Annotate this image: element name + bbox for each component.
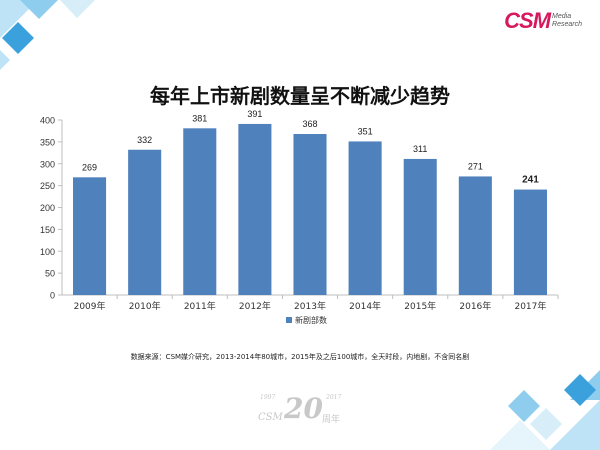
data-label: 269 xyxy=(82,162,97,172)
x-tick-label: 2010年 xyxy=(129,300,161,312)
data-label: 351 xyxy=(358,126,373,136)
top-left-decoration xyxy=(0,0,95,70)
data-label: 332 xyxy=(137,135,152,145)
y-tick-label: 250 xyxy=(40,181,55,191)
x-tick-label: 2014年 xyxy=(349,300,381,312)
legend-label: 新剧部数 xyxy=(295,315,327,325)
x-tick-label: 2017年 xyxy=(514,300,546,312)
y-tick-label: 50 xyxy=(45,269,55,279)
y-tick-label: 400 xyxy=(40,116,55,126)
y-tick-label: 200 xyxy=(40,203,55,213)
y-tick-label: 350 xyxy=(40,137,55,147)
logo-wordmark: CSM xyxy=(504,8,551,33)
logo-subtitle: Media Research xyxy=(552,13,582,28)
bar xyxy=(183,128,217,295)
bar xyxy=(403,158,437,295)
y-tick-label: 0 xyxy=(50,291,55,301)
anniversary-badge: 1997 2017 CSM 20 周年 xyxy=(258,392,342,425)
x-tick-label: 2013年 xyxy=(294,300,326,312)
x-tick-label: 2011年 xyxy=(184,300,216,312)
chart-title: 每年上市新剧数量呈不断减少趋势 xyxy=(150,84,450,108)
bar xyxy=(238,123,272,295)
y-tick-label: 300 xyxy=(40,159,55,169)
y-tick-label: 100 xyxy=(40,247,55,257)
bottom-right-decoration xyxy=(490,370,600,450)
x-tick-label: 2009年 xyxy=(74,300,106,312)
source-note: 数据来源：CSM媒介研究，2013-2014年80城市，2015年及之后100城… xyxy=(130,353,470,361)
data-label: 241 xyxy=(522,175,539,186)
bar xyxy=(73,177,107,295)
data-label: 271 xyxy=(468,161,483,171)
data-label: 381 xyxy=(192,113,207,123)
bar xyxy=(513,189,547,295)
data-label: 368 xyxy=(302,119,317,129)
x-tick-label: 2016年 xyxy=(459,300,491,312)
bar xyxy=(293,134,327,295)
bar xyxy=(128,149,162,295)
bar-chart: 0 50 100 150 200 250 300 350 400 269 2009年 332 2010年… xyxy=(40,109,559,325)
bar xyxy=(348,141,382,295)
x-tick-label: 2012年 xyxy=(239,300,271,312)
csm-logo: CSM Media Research xyxy=(504,6,582,36)
x-tick-label: 2015年 xyxy=(404,300,436,312)
legend-swatch xyxy=(286,317,292,323)
bar xyxy=(458,176,492,295)
data-label: 391 xyxy=(247,109,262,119)
data-label: 311 xyxy=(413,144,427,154)
y-tick-label: 150 xyxy=(40,225,55,235)
